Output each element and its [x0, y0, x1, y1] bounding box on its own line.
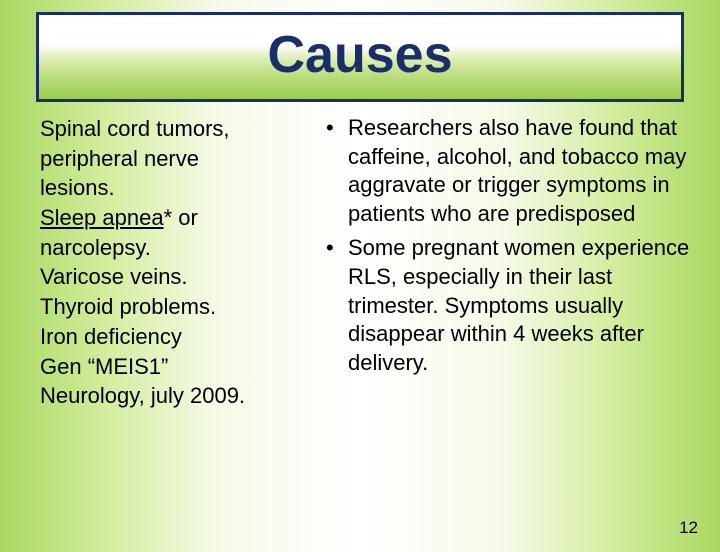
bullet-item: Some pregnant women experience RLS, espe… [320, 234, 690, 377]
cause-line: lesions. [40, 173, 300, 203]
content-area: Spinal cord tumors, peripheral nerve les… [40, 114, 690, 411]
cause-line: Gen “MEIS1” [40, 352, 300, 382]
cause-line: peripheral nerve [40, 144, 300, 174]
cause-line: Spinal cord tumors, [40, 114, 300, 144]
cause-line: Thyroid problems. [40, 292, 300, 322]
cause-text: * or [164, 205, 198, 230]
right-column: Researchers also have found that caffein… [320, 114, 690, 411]
cause-line: Varicose veins. [40, 262, 300, 292]
title-banner: Causes [36, 12, 684, 102]
cause-line: Iron deficiency [40, 322, 300, 352]
sleep-apnea-link: Sleep apnea [40, 205, 164, 230]
bullet-item: Researchers also have found that caffein… [320, 114, 690, 228]
cause-line: narcolepsy. [40, 233, 300, 263]
cause-line: Neurology, july 2009. [40, 381, 300, 411]
bullet-list: Researchers also have found that caffein… [320, 114, 690, 377]
cause-line: Sleep apnea* or [40, 203, 300, 233]
slide-title: Causes [39, 25, 681, 85]
page-number: 12 [679, 518, 698, 538]
left-column: Spinal cord tumors, peripheral nerve les… [40, 114, 300, 411]
